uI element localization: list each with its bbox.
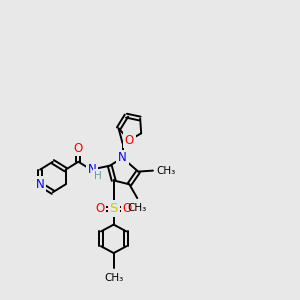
Text: O: O [123, 202, 132, 215]
Text: S: S [110, 202, 118, 215]
Text: N: N [118, 152, 127, 164]
Text: O: O [95, 202, 105, 215]
Text: O: O [125, 134, 134, 147]
Text: O: O [74, 142, 83, 154]
Text: CH₃: CH₃ [157, 166, 176, 176]
Text: N: N [36, 178, 44, 191]
Text: H: H [94, 170, 102, 181]
Text: N: N [88, 163, 97, 176]
Text: CH₃: CH₃ [128, 203, 147, 213]
Text: CH₃: CH₃ [104, 273, 123, 283]
